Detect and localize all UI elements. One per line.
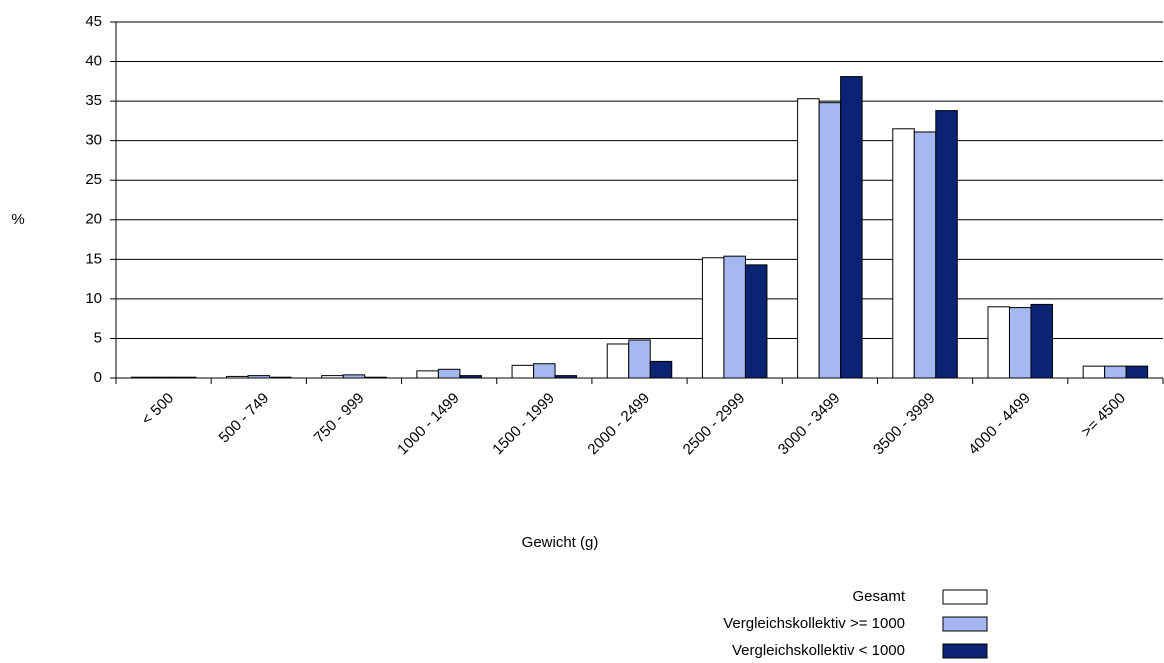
- bar: [437, 368, 461, 379]
- legend-label: Vergleichskollektiv < 1000: [732, 642, 905, 659]
- bar: [723, 255, 746, 379]
- y-tick-label: 10: [85, 290, 102, 307]
- bar: [606, 343, 630, 379]
- y-tick-label: 40: [85, 53, 102, 70]
- bar: [416, 370, 439, 379]
- y-tick-label: 35: [85, 92, 102, 109]
- bar: [744, 264, 768, 379]
- x-tick-label: 3000 - 3499: [775, 390, 844, 459]
- bar: [797, 98, 820, 379]
- y-axis-label: %: [11, 211, 24, 228]
- bar: [511, 364, 535, 379]
- bar: [935, 110, 958, 379]
- x-tick-label: >= 4500: [1078, 390, 1129, 441]
- x-tick-label: 4000 - 4499: [965, 390, 1034, 459]
- bar: [840, 76, 863, 379]
- x-tick-label: 1500 - 1999: [489, 390, 558, 459]
- legend-label: Gesamt: [852, 588, 905, 605]
- bar: [649, 360, 673, 379]
- y-tick-label: 15: [85, 250, 102, 267]
- legend-swatch: [942, 616, 988, 632]
- bar: [628, 339, 651, 379]
- y-tick-label: 30: [85, 132, 102, 149]
- x-tick-label: 500 - 749: [216, 390, 273, 447]
- x-axis-label: Gewicht (g): [522, 534, 599, 551]
- x-tick-label: < 500: [138, 390, 177, 429]
- x-tick-label: 1000 - 1499: [394, 390, 463, 459]
- bar: [1104, 365, 1127, 379]
- y-tick-label: 25: [85, 171, 102, 188]
- y-tick-label: 5: [94, 329, 102, 346]
- bar: [701, 257, 725, 379]
- bar: [1082, 365, 1106, 379]
- y-tick-label: 45: [85, 13, 102, 30]
- x-tick-label: 3500 - 3999: [870, 390, 939, 459]
- bar: [1008, 307, 1032, 379]
- x-tick-label: 2500 - 2999: [680, 390, 749, 459]
- legend-swatch: [942, 643, 988, 659]
- x-tick-label: 2000 - 2499: [584, 390, 653, 459]
- legend-swatch: [942, 589, 988, 605]
- bar: [818, 102, 842, 379]
- y-tick-label: 20: [85, 211, 102, 228]
- bar: [913, 131, 937, 379]
- x-tick-label: 750 - 999: [311, 390, 368, 447]
- y-tick-label: 0: [94, 369, 102, 386]
- bar: [987, 306, 1010, 379]
- bar: [1030, 303, 1053, 379]
- bar: [533, 363, 556, 379]
- legend-label: Vergleichskollektiv >= 1000: [723, 615, 905, 632]
- bar: [892, 128, 915, 379]
- bar: [1125, 365, 1149, 379]
